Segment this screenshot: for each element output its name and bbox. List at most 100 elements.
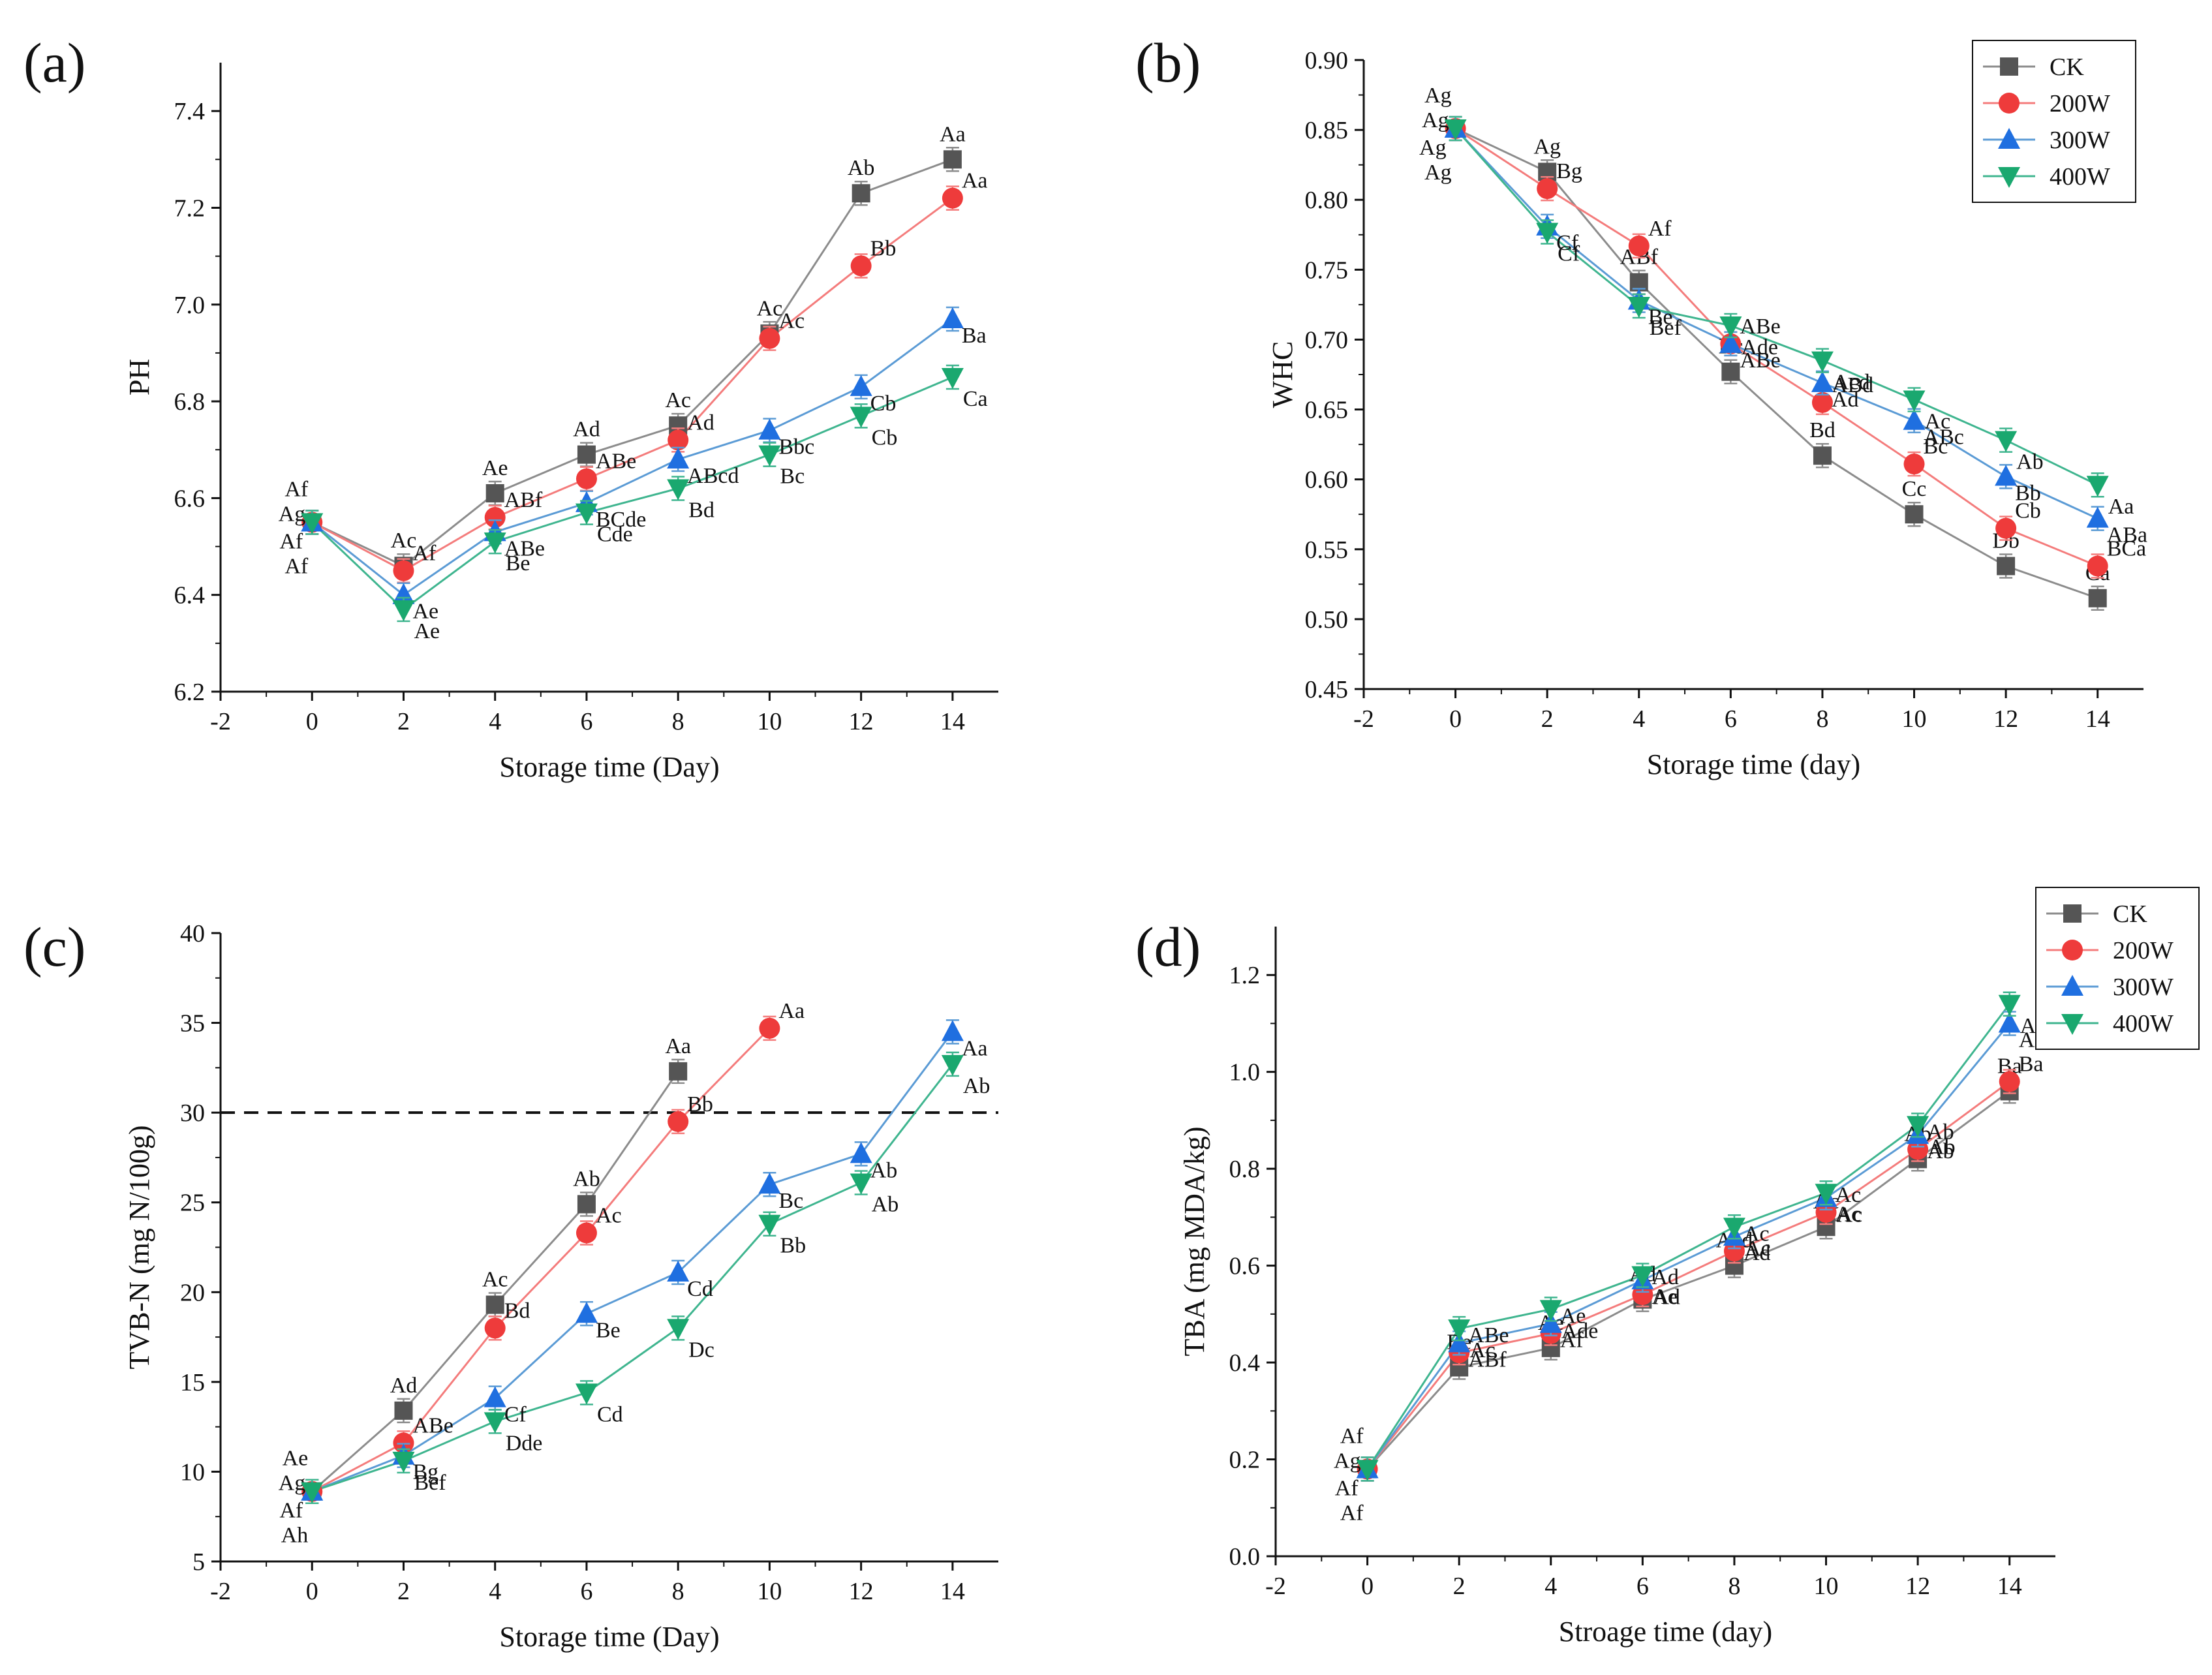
legend: CK 200W 300W 400W	[2035, 887, 2200, 1050]
data-point-CK	[1721, 362, 1740, 381]
significance-label: Ag	[1419, 136, 1447, 160]
significance-label: Ac	[1745, 1237, 1771, 1261]
legend-label: 400W	[2050, 163, 2110, 191]
y-tick-label: 1.2	[1229, 962, 1261, 989]
legend: CK 200W 300W 400W	[1972, 40, 2136, 203]
data-point-400W	[667, 479, 690, 500]
significance-label: Ac	[482, 1268, 508, 1292]
significance-label: Ad	[1651, 1265, 1679, 1289]
data-point-200W	[668, 429, 689, 451]
data-point-CK	[485, 1295, 504, 1314]
x-tick-label: 0	[306, 1578, 318, 1605]
y-tick-label: 30	[180, 1099, 205, 1127]
data-point-200W	[1811, 392, 1833, 413]
significance-label: Ac	[1837, 1203, 1863, 1227]
x-tick-label: 4	[489, 708, 501, 735]
panel-label: (a)	[23, 31, 85, 94]
significance-label: Ac	[1743, 1222, 1770, 1246]
significance-label: Ac	[757, 296, 783, 320]
data-point-400W	[484, 1412, 506, 1434]
significance-label: Cd	[597, 1402, 623, 1426]
data-point-200W	[942, 187, 963, 209]
data-point-300W	[941, 307, 964, 329]
data-point-200W	[393, 560, 414, 581]
significance-label: Cde	[597, 523, 633, 547]
y-tick-label: 0.45	[1305, 676, 1349, 703]
legend-label: 200W	[2113, 937, 2174, 964]
significance-label: Ba	[962, 324, 987, 348]
x-tick-label: 10	[1902, 705, 1927, 733]
significance-label: Ac	[1836, 1183, 1862, 1207]
significance-label: Ag	[1422, 108, 1449, 132]
data-point-300W	[2086, 506, 2109, 528]
x-tick-label: 0	[1449, 705, 1462, 733]
significance-label: Aa	[940, 122, 966, 146]
data-point-300W	[1539, 1312, 1562, 1333]
significance-label: Ah	[281, 1524, 309, 1548]
significance-label: Ag	[279, 502, 306, 526]
significance-label: Ab	[1927, 1139, 1954, 1163]
y-tick-label: 0.4	[1229, 1349, 1261, 1377]
data-point-400W	[1998, 994, 2021, 1016]
series-line-200W	[311, 1027, 771, 1493]
y-axis-title: TBA (mg MDA/kg)	[1178, 1127, 1210, 1357]
legend-label: 300W	[2113, 974, 2174, 1001]
significance-label: Bg	[1556, 159, 1582, 183]
x-tick-label: 8	[1816, 705, 1828, 733]
series-line-CK	[1454, 127, 2098, 600]
x-tick-label: 8	[1728, 1573, 1740, 1600]
series-line-CK	[1366, 1090, 2010, 1470]
data-point-200W	[668, 1111, 689, 1132]
data-point-400W	[1627, 297, 1650, 318]
significance-label: ABcd	[687, 464, 739, 488]
significance-label: Af	[1648, 217, 1672, 241]
legend-label: CK	[2113, 900, 2147, 928]
legend-label: 200W	[2050, 90, 2110, 117]
x-tick-label: 10	[757, 708, 782, 735]
y-axis-title: WHC	[1267, 341, 1298, 408]
data-point-CK	[1997, 557, 2016, 576]
significance-label: Aa	[665, 1034, 691, 1058]
legend-marker-200W	[2062, 940, 2083, 960]
significance-label: ABe	[412, 1413, 453, 1437]
significance-label: Ag	[1424, 161, 1452, 185]
x-tick-label: 0	[306, 708, 318, 735]
significance-label: Be	[596, 1318, 621, 1342]
significance-label: Af	[1560, 1329, 1584, 1353]
significance-label: Be	[506, 551, 530, 576]
y-tick-label: 0.50	[1305, 606, 1349, 634]
series-line-400W	[311, 376, 953, 611]
series-line-400W	[1454, 127, 2098, 486]
significance-label: ABe	[1740, 315, 1780, 339]
data-point-300W	[1998, 1011, 2021, 1033]
series-line-CK	[311, 158, 953, 567]
significance-label: Cf	[504, 1403, 527, 1427]
y-tick-label: 0.0	[1229, 1543, 1261, 1571]
x-tick-label: 12	[1905, 1573, 1930, 1600]
data-point-200W	[1903, 453, 1925, 475]
data-point-200W	[484, 1317, 506, 1339]
x-tick-label: 14	[940, 1578, 965, 1605]
y-tick-label: 0.6	[1229, 1253, 1261, 1280]
x-tick-label: 14	[1997, 1573, 2022, 1600]
y-tick-label: 7.0	[174, 292, 206, 319]
significance-label: Ade	[1741, 335, 1778, 360]
data-point-CK	[1905, 505, 1924, 524]
legend-marker-400W	[1998, 167, 2020, 188]
data-point-200W	[1995, 517, 2017, 539]
x-axis-title: Storage time (day)	[1647, 748, 1860, 780]
significance-label: Bd	[688, 499, 714, 523]
legend-label: CK	[2050, 54, 2084, 81]
x-tick-label: 12	[849, 1578, 874, 1605]
significance-label: Ac	[778, 309, 805, 333]
significance-label: Aa	[962, 169, 988, 193]
data-point-400W	[484, 532, 506, 554]
significance-label: ABa	[2107, 523, 2147, 547]
y-tick-label: 20	[180, 1279, 205, 1306]
y-axis-title: TVB-N (mg N/100g)	[123, 1126, 155, 1370]
x-tick-label: 2	[397, 1578, 410, 1605]
significance-label: Bc	[1924, 435, 1948, 459]
data-point-200W	[393, 1432, 414, 1454]
y-tick-label: 1.0	[1229, 1059, 1261, 1086]
significance-label: Ab	[870, 1158, 898, 1182]
